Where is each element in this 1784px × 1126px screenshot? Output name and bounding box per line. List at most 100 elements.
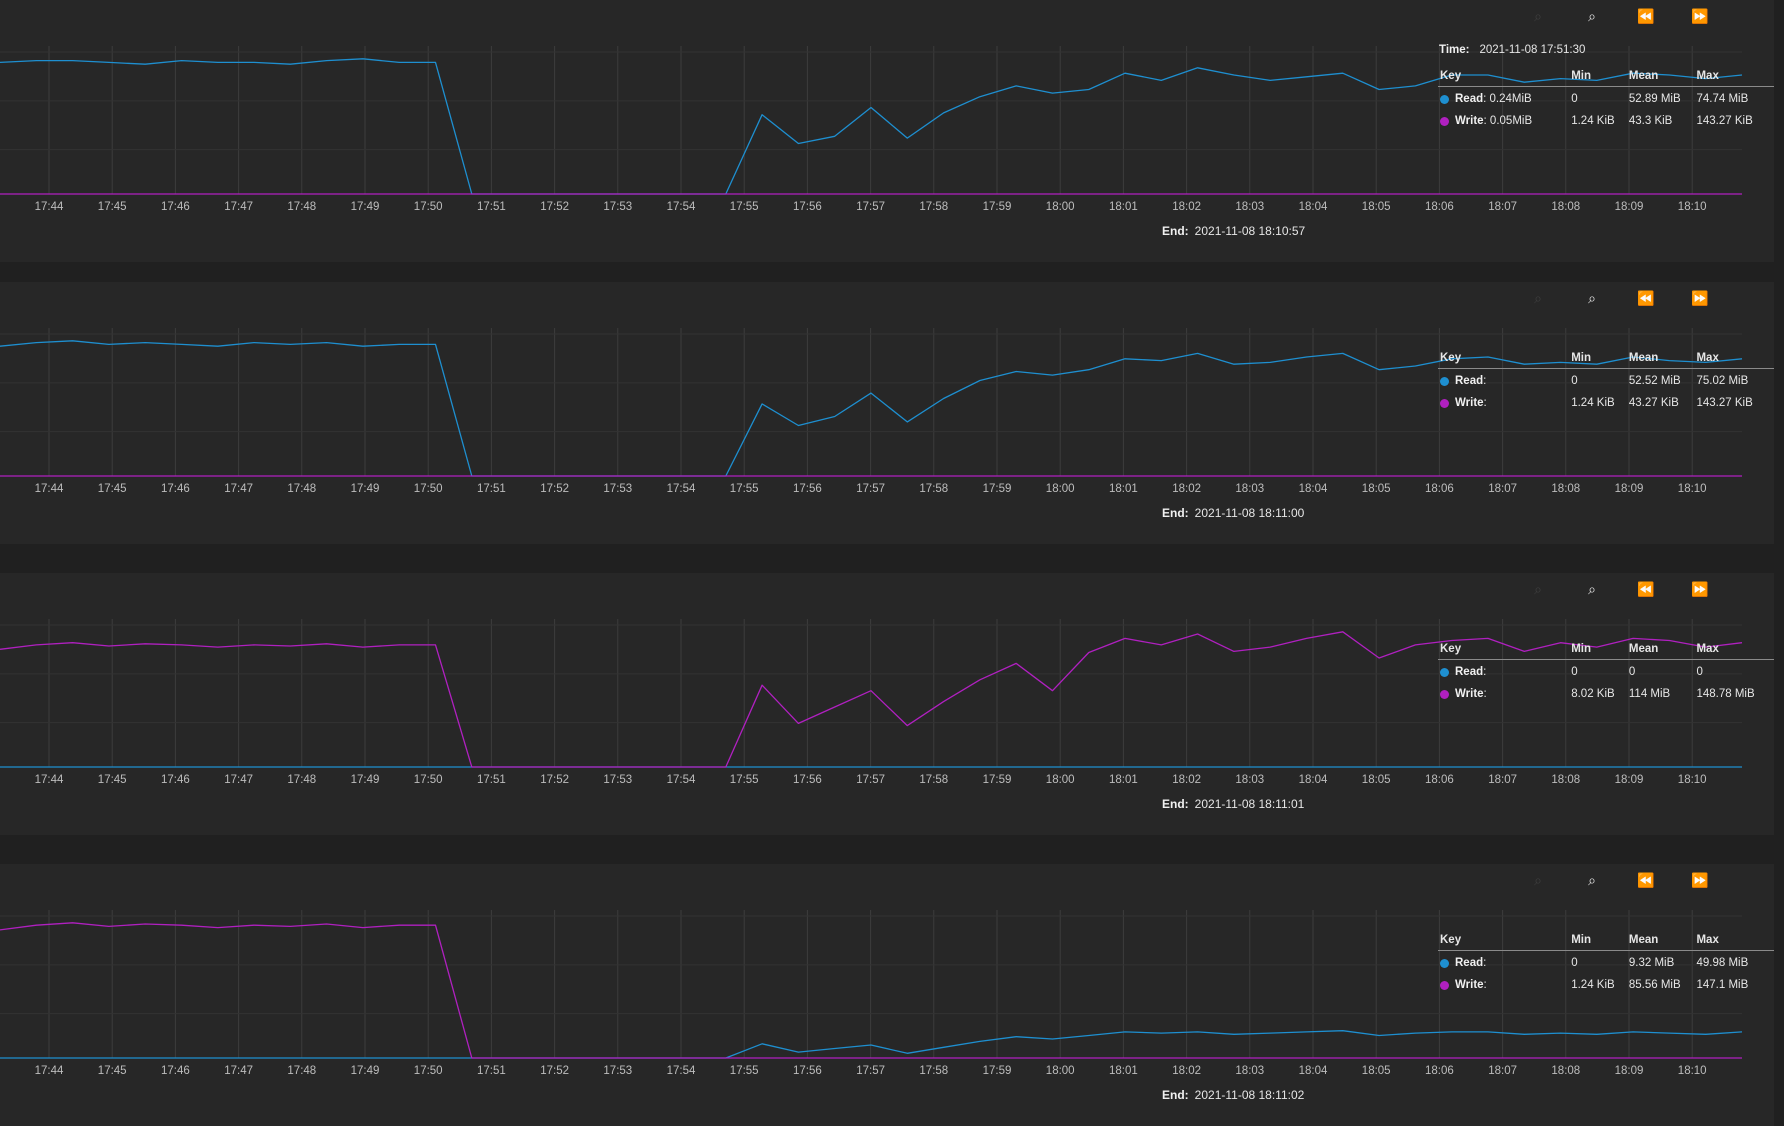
legend-row-write[interactable]: Write:1.24 KiB 85.56 MiB 147.1 MiB <box>1438 973 1774 995</box>
end-label: End: <box>1162 224 1189 238</box>
series-line-read <box>0 340 1743 477</box>
end-time: End: 2021-11-08 18:11:00 <box>1162 506 1304 520</box>
end-value: 2021-11-08 18:10:57 <box>1194 224 1306 238</box>
x-tick-label: 17:58 <box>919 1065 948 1077</box>
chart-panel: 17:44 17:45 17:46 17:47 17:48 17:49 17:50 17:51… <box>0 573 1774 835</box>
chart-toolbar: ⌕ ⌕ ⏪ ⏩ <box>1526 288 1712 308</box>
legend-row-read[interactable]: Read:0 0 0 <box>1438 660 1774 682</box>
x-tick-label: 18:01 <box>1109 774 1138 786</box>
x-tick-label: 18:00 <box>1046 483 1075 495</box>
legend-row-write[interactable]: Write:1.24 KiB 43.27 KiB 143.27 KiB <box>1438 391 1774 413</box>
end-value: 2021-11-08 18:11:01 <box>1194 797 1305 811</box>
forward-icon[interactable]: ⏩ <box>1691 580 1709 597</box>
chart-svg[interactable]: 17:44 17:45 17:46 17:47 17:48 17:49 17:50 17:51… <box>0 0 1774 262</box>
series-mean: 43.3 KiB <box>1628 115 1673 127</box>
legend-table: Key Min Mean Max Read: 0.24MiB 0 52.89 MiB 74.7… <box>1438 68 1774 131</box>
series-current: : <box>1483 957 1487 969</box>
x-tick-label: 17:45 <box>98 483 127 495</box>
legend-header-mean: Mean <box>1628 643 1659 655</box>
zoom-out-icon[interactable]: ⌕ <box>1588 580 1596 597</box>
series-name: Read <box>1455 375 1484 387</box>
x-tick-label: 17:52 <box>540 774 569 786</box>
x-tick-label: 17:49 <box>351 1065 380 1077</box>
legend-row-read[interactable]: Read:0 52.52 MiB 75.02 MiB <box>1438 369 1774 391</box>
series-max: 148.78 MiB <box>1696 688 1755 700</box>
legend-header-key: Key <box>1440 643 1462 655</box>
forward-icon[interactable]: ⏩ <box>1691 289 1709 306</box>
write-dot-icon <box>1440 689 1449 699</box>
x-tick-label: 18:01 <box>1109 483 1138 495</box>
x-tick-label: 17:53 <box>603 201 632 213</box>
series-min: 0 <box>1571 666 1578 678</box>
zoom-in-icon[interactable]: ⌕ <box>1534 871 1542 888</box>
x-tick-label: 17:59 <box>983 1065 1012 1077</box>
x-tick-label: 18:03 <box>1235 774 1264 786</box>
read-dot-icon <box>1440 94 1449 104</box>
legend-header-min: Min <box>1571 934 1592 946</box>
series-min: 0 <box>1571 375 1578 387</box>
legend-row-write[interactable]: Write: 0.05MiB 1.24 KiB 43.3 KiB 143.27 KiB <box>1438 109 1774 131</box>
chart-toolbar: ⌕ ⌕ ⏪ ⏩ <box>1526 6 1712 26</box>
chart-svg[interactable]: 17:44 17:45 17:46 17:47 17:48 17:49 17:50 17:51… <box>0 573 1774 835</box>
end-label: End: <box>1162 797 1189 811</box>
legend-header-max: Max <box>1696 643 1719 655</box>
hover-time: Time: 2021-11-08 17:51:30 <box>1439 44 1585 56</box>
x-tick-label: 17:50 <box>414 483 443 495</box>
legend-row-read[interactable]: Read: 0.24MiB 0 52.89 MiB 74.74 MiB <box>1438 87 1774 109</box>
x-tick-label: 18:09 <box>1615 1065 1644 1077</box>
chart-svg[interactable]: 17:44 17:45 17:46 17:47 17:48 17:49 17:50 17:51… <box>0 864 1774 1126</box>
series-min: 1.24 KiB <box>1571 397 1615 409</box>
x-tick-label: 18:06 <box>1425 201 1454 213</box>
x-tick-label: 18:02 <box>1172 201 1201 213</box>
legend-table: Key Min Mean Max Read:0 52.52 MiB 75.02 MiB Wri… <box>1438 350 1774 413</box>
x-tick-label: 17:59 <box>983 201 1012 213</box>
series-name: Read <box>1455 666 1484 678</box>
series-current: : <box>1483 375 1487 387</box>
legend-header-mean: Mean <box>1628 70 1659 82</box>
forward-icon[interactable]: ⏩ <box>1691 871 1709 888</box>
x-tick-label: 18:02 <box>1172 483 1201 495</box>
forward-icon[interactable]: ⏩ <box>1691 7 1709 24</box>
zoom-in-icon[interactable]: ⌕ <box>1534 289 1542 306</box>
x-tick-label: 18:05 <box>1362 774 1391 786</box>
legend-row-read[interactable]: Read:0 9.32 MiB 49.98 MiB <box>1438 951 1774 973</box>
zoom-in-icon[interactable]: ⌕ <box>1534 580 1542 597</box>
legend-row-write[interactable]: Write:8.02 KiB 114 MiB 148.78 MiB <box>1438 682 1774 704</box>
zoom-out-icon[interactable]: ⌕ <box>1588 871 1596 888</box>
rewind-icon[interactable]: ⏪ <box>1637 580 1655 597</box>
legend-header: Key Min Mean Max <box>1438 641 1774 660</box>
x-tick-label: 18:05 <box>1362 1065 1391 1077</box>
x-tick-label: 17:54 <box>667 1065 696 1077</box>
x-tick-label: 17:53 <box>603 774 632 786</box>
chart-svg[interactable]: 17:44 17:45 17:46 17:47 17:48 17:49 17:50 17:51… <box>0 282 1774 544</box>
x-tick-label: 18:00 <box>1046 201 1075 213</box>
legend-header-min: Min <box>1571 70 1592 82</box>
zoom-out-icon[interactable]: ⌕ <box>1588 7 1596 24</box>
zoom-in-icon[interactable]: ⌕ <box>1534 7 1542 24</box>
rewind-icon[interactable]: ⏪ <box>1637 7 1655 24</box>
x-tick-label: 18:06 <box>1425 774 1454 786</box>
series-max: 147.1 MiB <box>1696 979 1749 991</box>
x-tick-label: 17:45 <box>98 201 127 213</box>
x-tick-label: 17:51 <box>477 201 506 213</box>
series-current: : <box>1483 979 1487 991</box>
x-tick-label: 17:58 <box>919 201 948 213</box>
legend-key: Write: <box>1440 979 1571 991</box>
x-tick-label: 17:48 <box>287 774 316 786</box>
x-tick-label: 18:05 <box>1362 483 1391 495</box>
legend-header-key: Key <box>1440 352 1462 364</box>
x-tick-label: 18:07 <box>1488 1065 1517 1077</box>
rewind-icon[interactable]: ⏪ <box>1637 289 1655 306</box>
zoom-out-icon[interactable]: ⌕ <box>1588 289 1596 306</box>
x-tick-label: 17:51 <box>477 774 506 786</box>
x-tick-label: 18:08 <box>1551 483 1580 495</box>
x-tick-label: 17:46 <box>161 774 190 786</box>
x-tick-label: 18:02 <box>1172 1065 1201 1077</box>
x-tick-label: 18:04 <box>1299 483 1328 495</box>
x-tick-label: 18:08 <box>1551 1065 1580 1077</box>
x-tick-label: 17:48 <box>287 1065 316 1077</box>
series-mean: 52.89 MiB <box>1628 93 1681 105</box>
series-line-write <box>0 922 1742 1059</box>
rewind-icon[interactable]: ⏪ <box>1637 871 1655 888</box>
series-mean: 85.56 MiB <box>1628 979 1681 991</box>
